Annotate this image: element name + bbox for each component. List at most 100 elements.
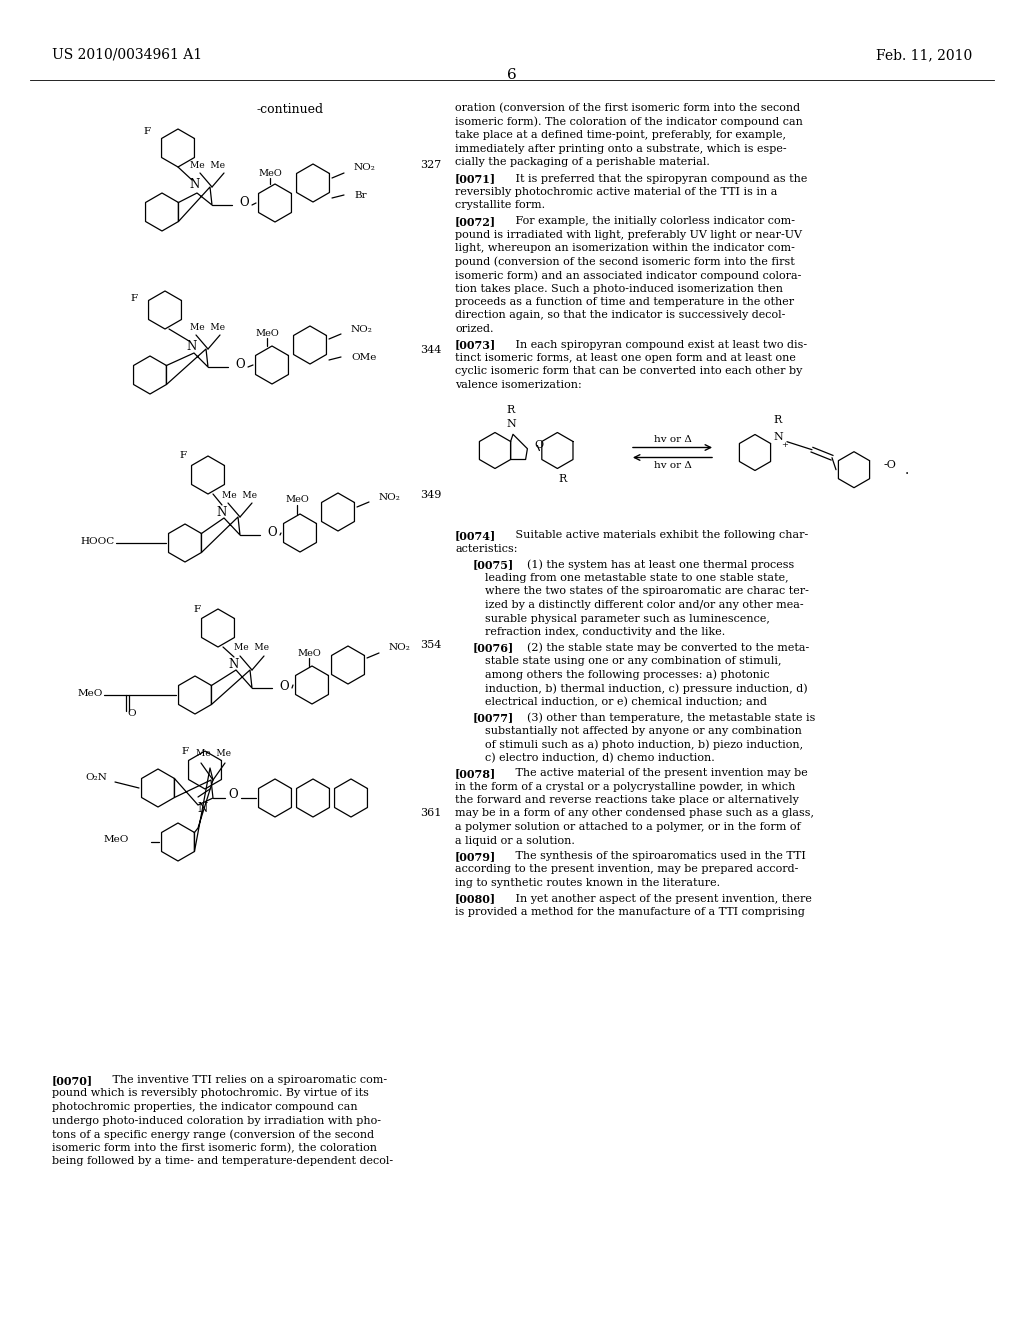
Text: (2) the stable state may be converted to the meta-: (2) the stable state may be converted to… (520, 643, 809, 653)
Text: O: O (128, 709, 136, 718)
Text: The inventive TTI relies on a spiroaromatic com-: The inventive TTI relies on a spiroaroma… (102, 1074, 387, 1085)
Text: crystallite form.: crystallite form. (455, 201, 545, 210)
Text: isomeric form). The coloration of the indicator compound can: isomeric form). The coloration of the in… (455, 116, 803, 127)
Text: pound (conversion of the second isomeric form into the first: pound (conversion of the second isomeric… (455, 256, 795, 267)
Text: light, whereupon an isomerization within the indicator com-: light, whereupon an isomerization within… (455, 243, 795, 253)
Text: N: N (189, 178, 200, 191)
Text: photochromic properties, the indicator compound can: photochromic properties, the indicator c… (52, 1102, 357, 1111)
Text: N: N (506, 420, 516, 429)
Text: 327: 327 (420, 160, 441, 170)
Text: may be in a form of any other condensed phase such as a glass,: may be in a form of any other condensed … (455, 808, 814, 818)
Text: orized.: orized. (455, 323, 494, 334)
Text: 361: 361 (420, 808, 441, 818)
Text: reversibly photochromic active material of the TTI is in a: reversibly photochromic active material … (455, 187, 777, 197)
Text: HOOC: HOOC (81, 536, 115, 545)
Text: pound is irradiated with light, preferably UV light or near-UV: pound is irradiated with light, preferab… (455, 230, 802, 239)
Text: direction again, so that the indicator is successively decol-: direction again, so that the indicator i… (455, 310, 785, 321)
Text: N: N (198, 801, 208, 814)
Text: take place at a defined time-point, preferably, for example,: take place at a defined time-point, pref… (455, 129, 786, 140)
Text: MeO: MeO (78, 689, 103, 697)
Text: ized by a distinctly different color and/or any other mea-: ized by a distinctly different color and… (485, 601, 804, 610)
Text: F: F (194, 605, 201, 614)
Text: MeO: MeO (255, 329, 279, 338)
Text: c) electro induction, d) chemo induction.: c) electro induction, d) chemo induction… (485, 752, 715, 763)
Text: 344: 344 (420, 345, 441, 355)
Text: a liquid or a solution.: a liquid or a solution. (455, 836, 574, 846)
Text: a polymer solution or attached to a polymer, or in the form of: a polymer solution or attached to a poly… (455, 822, 801, 832)
Text: NO₂: NO₂ (379, 492, 400, 502)
Text: [0076]: [0076] (473, 643, 514, 653)
Text: It is preferred that the spiropyran compound as the: It is preferred that the spiropyran comp… (505, 173, 807, 183)
Text: immediately after printing onto a substrate, which is espe-: immediately after printing onto a substr… (455, 144, 786, 153)
Text: The synthesis of the spiroaromatics used in the TTI: The synthesis of the spiroaromatics used… (505, 851, 806, 861)
Text: among others the following processes: a) photonic: among others the following processes: a)… (485, 669, 770, 680)
Text: tinct isomeric forms, at least one open form and at least one: tinct isomeric forms, at least one open … (455, 352, 796, 363)
Text: O₂N: O₂N (85, 774, 106, 783)
Text: [0079]: [0079] (455, 851, 497, 862)
Text: N: N (186, 341, 198, 354)
Text: O: O (240, 197, 249, 210)
Text: [0073]: [0073] (455, 339, 497, 351)
Text: surable physical parameter such as luminescence,: surable physical parameter such as lumin… (485, 614, 770, 623)
Text: R: R (774, 414, 782, 425)
Text: stable state using one or any combination of stimuli,: stable state using one or any combinatio… (485, 656, 781, 667)
Text: tion takes place. Such a photo-induced isomerization then: tion takes place. Such a photo-induced i… (455, 284, 783, 293)
Text: electrical induction, or e) chemical induction; and: electrical induction, or e) chemical ind… (485, 697, 767, 706)
Text: [0072]: [0072] (455, 216, 496, 227)
Text: O: O (228, 788, 238, 801)
Text: the forward and reverse reactions take place or alternatively: the forward and reverse reactions take p… (455, 795, 799, 805)
Text: isomeric form) and an associated indicator compound colora-: isomeric form) and an associated indicat… (455, 271, 802, 281)
Text: 349: 349 (420, 490, 441, 500)
Text: proceeds as a function of time and temperature in the other: proceeds as a function of time and tempe… (455, 297, 795, 308)
Text: valence isomerization:: valence isomerization: (455, 380, 582, 389)
Text: Me  Me: Me Me (222, 491, 257, 499)
Text: Feb. 11, 2010: Feb. 11, 2010 (876, 48, 972, 62)
Text: O: O (267, 527, 276, 540)
Text: [0074]: [0074] (455, 531, 497, 541)
Text: -O: -O (884, 459, 897, 470)
Text: OMe: OMe (351, 352, 377, 362)
Text: acteristics:: acteristics: (455, 544, 517, 554)
Text: [0077]: [0077] (473, 711, 514, 723)
Text: +: + (781, 441, 788, 449)
Text: O: O (535, 441, 544, 450)
Text: -continued: -continued (256, 103, 324, 116)
Text: oration (conversion of the first isomeric form into the second: oration (conversion of the first isomeri… (455, 103, 800, 114)
Text: hv or Δ: hv or Δ (653, 436, 691, 444)
Text: NO₂: NO₂ (389, 644, 411, 652)
Text: undergo photo-induced coloration by irradiation with pho-: undergo photo-induced coloration by irra… (52, 1115, 381, 1126)
Text: US 2010/0034961 A1: US 2010/0034961 A1 (52, 48, 202, 62)
Text: refraction index, conductivity and the like.: refraction index, conductivity and the l… (485, 627, 725, 638)
Text: being followed by a time- and temperature-dependent decol-: being followed by a time- and temperatur… (52, 1156, 393, 1166)
Text: substantially not affected by anyone or any combination: substantially not affected by anyone or … (485, 726, 802, 735)
Text: Me  Me: Me Me (234, 644, 269, 652)
Text: according to the present invention, may be prepared accord-: according to the present invention, may … (455, 865, 799, 874)
Text: isomeric form into the first isomeric form), the coloration: isomeric form into the first isomeric fo… (52, 1143, 377, 1152)
Text: is provided a method for the manufacture of a TTI comprising: is provided a method for the manufacture… (455, 907, 805, 917)
Text: MeO: MeO (297, 648, 321, 657)
Text: .: . (905, 463, 909, 477)
Text: NO₂: NO₂ (351, 325, 373, 334)
Text: leading from one metastable state to one stable state,: leading from one metastable state to one… (485, 573, 788, 583)
Text: F: F (182, 747, 189, 755)
Text: of stimuli such as a) photo induction, b) piezo induction,: of stimuli such as a) photo induction, b… (485, 739, 803, 750)
Text: (1) the system has at least one thermal process: (1) the system has at least one thermal … (520, 560, 795, 570)
Text: N: N (773, 432, 783, 442)
Text: In yet another aspect of the present invention, there: In yet another aspect of the present inv… (505, 894, 812, 903)
Text: MeO: MeO (103, 836, 129, 845)
Text: [0075]: [0075] (473, 560, 514, 570)
Text: [0078]: [0078] (455, 768, 497, 779)
Text: Me  Me: Me Me (189, 161, 224, 169)
Text: N: N (229, 659, 240, 672)
Text: F: F (180, 451, 187, 461)
Text: ing to synthetic routes known in the literature.: ing to synthetic routes known in the lit… (455, 878, 720, 888)
Text: F: F (144, 127, 151, 136)
Text: F: F (131, 294, 138, 304)
Text: The active material of the present invention may be: The active material of the present inven… (505, 768, 808, 777)
Text: cially the packaging of a perishable material.: cially the packaging of a perishable mat… (455, 157, 710, 168)
Text: pound which is reversibly photochromic. By virtue of its: pound which is reversibly photochromic. … (52, 1089, 369, 1098)
Text: [0080]: [0080] (455, 894, 496, 904)
Text: In each spiropyran compound exist at least two dis-: In each spiropyran compound exist at lea… (505, 339, 807, 350)
Text: Me  Me: Me Me (196, 750, 230, 759)
Text: Me  Me: Me Me (190, 322, 225, 331)
